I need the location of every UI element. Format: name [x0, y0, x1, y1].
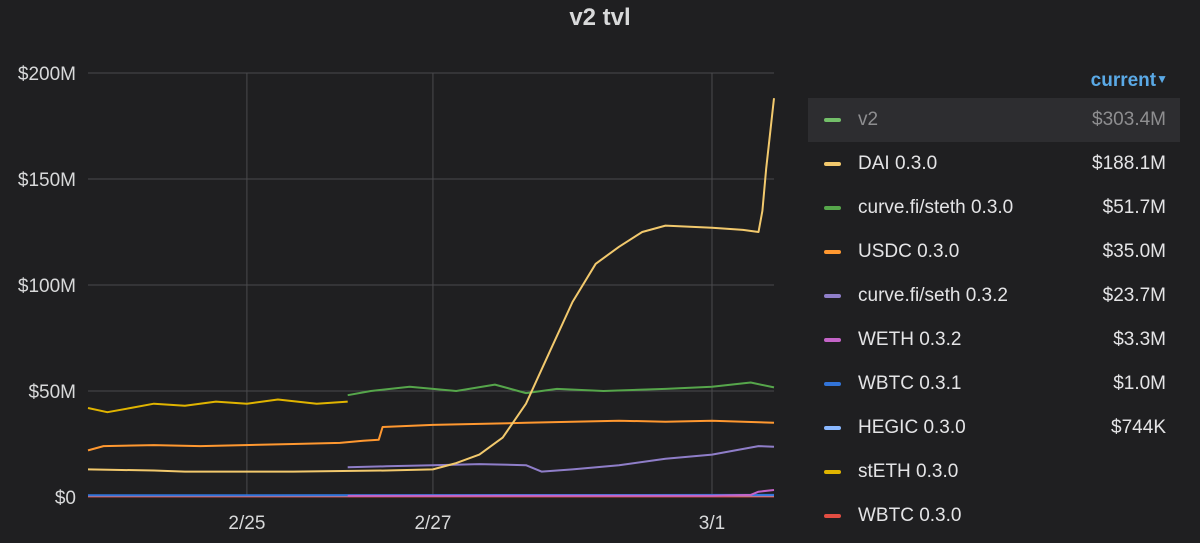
legend-label: USDC 0.3.0: [858, 241, 960, 262]
series-line-curve-fi-steth-0-3-0[interactable]: [347, 381, 775, 397]
legend-current-value: $1.0M: [1113, 373, 1166, 394]
legend-item-weth-0-3-2[interactable]: WETH 0.3.2 $3.3M: [808, 318, 1180, 362]
legend-item-wbtc-0-3-0[interactable]: WBTC 0.3.0: [808, 494, 1180, 538]
legend-color-swatch: [824, 294, 841, 298]
y-tick-label: $200M: [18, 64, 76, 85]
legend-label: WBTC 0.3.1: [858, 373, 962, 394]
grid-layer: [88, 72, 774, 498]
legend-label: DAI 0.3.0: [858, 153, 938, 174]
series-line-weth-0-3-2[interactable]: [347, 489, 775, 497]
x-tick-label: 2/25: [228, 513, 265, 534]
legend-item-usdc-0-3-0[interactable]: USDC 0.3.0 $35.0M: [808, 230, 1180, 274]
legend-item-hegic-0-3-0[interactable]: HEGIC 0.3.0 $744K: [808, 406, 1180, 450]
legend-label: curve.fi/seth 0.3.2: [858, 285, 1008, 306]
legend-rows: v2 $303.4M DAI 0.3.0 $188.1M curve.fi/steth …: [808, 98, 1180, 538]
legend-label: stETH 0.3.0: [858, 461, 959, 482]
series-line-curve-fi-seth-0-3-2[interactable]: [347, 445, 775, 473]
x-tick-label: 3/1: [699, 513, 725, 534]
legend-color-swatch: [824, 382, 841, 386]
caret-down-icon[interactable]: ▼: [1156, 72, 1168, 86]
legend-item-curve-fi-steth-0-3-0[interactable]: curve.fi/steth 0.3.0 $51.7M: [808, 186, 1180, 230]
legend-color-swatch: [824, 426, 841, 430]
legend-label: HEGIC 0.3.0: [858, 417, 966, 438]
legend-label: curve.fi/steth 0.3.0: [858, 197, 1014, 218]
legend-item-wbtc-0-3-1[interactable]: WBTC 0.3.1 $1.0M: [808, 362, 1180, 406]
legend-current-value: $51.7M: [1102, 197, 1166, 218]
legend-current-value: $303.4M: [1092, 109, 1166, 130]
series-layer: [87, 98, 775, 498]
legend-current-value: $35.0M: [1102, 241, 1166, 262]
series-line-usdc-0-3-0[interactable]: [87, 419, 775, 452]
legend-label: WBTC 0.3.0: [858, 505, 962, 526]
legend-color-swatch: [824, 470, 841, 474]
y-tick-label: $50M: [28, 382, 76, 403]
panel-title[interactable]: v2 tvl: [569, 4, 631, 31]
x-tick-label: 2/27: [414, 513, 451, 534]
y-tick-label: $150M: [18, 170, 76, 191]
legend-color-swatch: [824, 514, 841, 518]
legend-sort-label[interactable]: current: [1090, 70, 1157, 91]
legend-color-swatch: [824, 250, 841, 254]
legend-item-steth-0-3-0[interactable]: stETH 0.3.0: [808, 450, 1180, 494]
legend: current▼ v2 $303.4M DAI 0.3.0 $188.1M curve.…: [808, 70, 1180, 538]
legend-color-swatch: [824, 162, 841, 166]
legend-item-v2[interactable]: v2 $303.4M: [808, 98, 1180, 142]
y-tick-label: $100M: [18, 276, 76, 297]
legend-label: WETH 0.3.2: [858, 329, 962, 350]
axis-layer: $0 $50M $100M $150M $200M 2/25 2/27 3/1: [18, 64, 725, 534]
legend-color-swatch: [824, 118, 841, 122]
legend-color-swatch: [824, 206, 841, 210]
legend-current-value: $23.7M: [1102, 285, 1166, 306]
y-tick-label: $0: [55, 488, 76, 509]
legend-label: v2: [858, 109, 879, 130]
legend-item-dai-0-3-0[interactable]: DAI 0.3.0 $188.1M: [808, 142, 1180, 186]
series-line-dai-0-3-0[interactable]: [87, 98, 775, 473]
legend-current-value: $744K: [1111, 417, 1166, 438]
legend-current-value: $188.1M: [1092, 153, 1166, 174]
series-line-steth-0-3-0[interactable]: [87, 398, 348, 414]
legend-color-swatch: [824, 338, 841, 342]
legend-sort-header[interactable]: current▼: [808, 70, 1180, 98]
legend-current-value: $3.3M: [1113, 329, 1166, 350]
legend-item-curve-fi-seth-0-3-2[interactable]: curve.fi/seth 0.3.2 $23.7M: [808, 274, 1180, 318]
